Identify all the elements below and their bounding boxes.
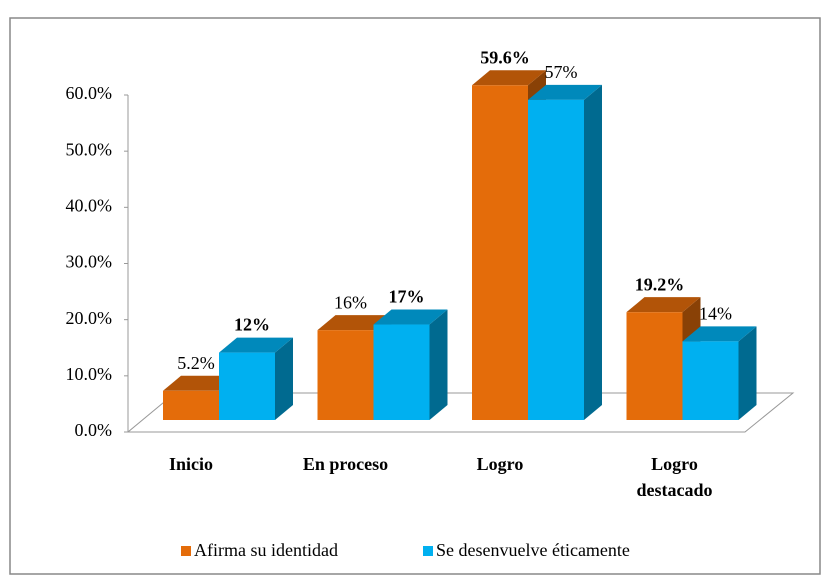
- bar-side: [275, 337, 293, 420]
- bar-top: [163, 375, 237, 391]
- data-label: 17%: [389, 287, 425, 307]
- bar: [528, 99, 584, 420]
- bar-top: [528, 84, 602, 100]
- bar-side: [429, 309, 448, 420]
- chart-border: [9, 17, 821, 575]
- data-label: 57%: [545, 62, 578, 82]
- y-tick-label: 20.0%: [66, 308, 113, 328]
- bar: [626, 312, 683, 420]
- legend-swatch: [423, 546, 433, 556]
- bar: [163, 390, 219, 420]
- x-tick-label: Logro destacado: [637, 454, 713, 500]
- bar: [219, 352, 275, 420]
- bar-top: [626, 297, 701, 313]
- legend-label: Afirma su identidad: [194, 540, 338, 560]
- legend-label: Se desenvuelve éticamente: [436, 540, 630, 560]
- data-label: 12%: [234, 315, 270, 335]
- data-label: 16%: [334, 292, 367, 312]
- y-tick-label: 30.0%: [66, 252, 113, 272]
- y-tick-label: 60.0%: [66, 83, 113, 103]
- y-tick-label: 0.0%: [75, 420, 113, 440]
- data-label: 19.2%: [635, 274, 685, 294]
- bar-top: [472, 70, 546, 86]
- bar: [317, 330, 374, 420]
- bar-top: [317, 315, 392, 331]
- y-tick-label: 10.0%: [66, 364, 113, 384]
- data-label: 59.6%: [480, 47, 530, 67]
- bar: [472, 85, 528, 420]
- bar-side: [584, 84, 602, 420]
- legend-swatch: [181, 546, 191, 556]
- data-label: 5.2%: [177, 353, 215, 373]
- x-tick-label: Inicio: [169, 454, 213, 474]
- bar-side: [738, 326, 757, 420]
- y-tick-label: 50.0%: [66, 139, 113, 159]
- x-tick-label: Logro: [477, 454, 524, 474]
- x-tick-label: En proceso: [303, 454, 388, 474]
- bar-top: [219, 337, 293, 353]
- bar-top: [373, 309, 448, 325]
- bar: [682, 341, 739, 420]
- y-tick-label: 40.0%: [66, 195, 113, 215]
- bar-top: [682, 326, 757, 342]
- bar: [373, 324, 430, 420]
- data-label: 14%: [699, 303, 732, 323]
